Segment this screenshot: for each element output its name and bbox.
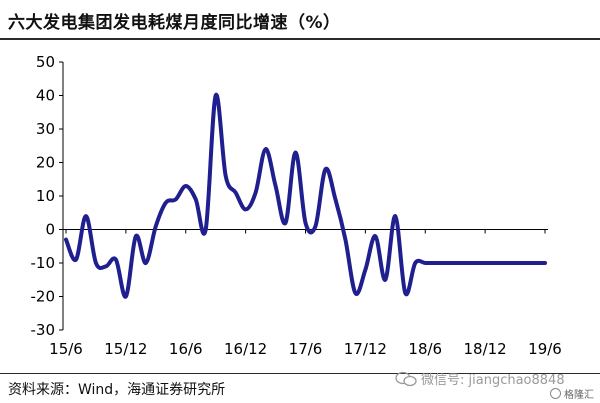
y-tick-label: -10: [31, 254, 56, 272]
x-tick-label: 16/12: [224, 340, 267, 358]
source-note: 资料来源：Wind，海通证券研究所: [8, 382, 226, 398]
y-tick-label: 20: [36, 154, 55, 172]
x-tick-label: 17/6: [289, 340, 323, 358]
y-tick-label: -20: [31, 288, 56, 306]
brand-mark: 格隆汇: [550, 386, 594, 401]
brand-text: 格隆汇: [564, 390, 594, 401]
top-divider: [0, 38, 600, 40]
watermark-text: 微信号: jiangchao8848: [421, 373, 565, 388]
x-tick-label: 19/6: [528, 340, 562, 358]
x-tick-label: 18/12: [464, 340, 507, 358]
y-tick-label: 0: [45, 221, 55, 239]
y-tick-label: 30: [36, 120, 55, 138]
series-line: [64, 93, 547, 299]
watermark: 微信号: jiangchao8848: [395, 369, 565, 388]
bottom-divider: [0, 373, 600, 374]
x-tick-label: 16/6: [169, 340, 203, 358]
x-tick-label: 15/12: [104, 340, 147, 358]
wechat-icon: [395, 371, 417, 386]
title-bar: 六大发电集团发电耗煤月度同比增速（%）: [0, 0, 600, 34]
y-tick-label: -30: [31, 321, 56, 339]
y-tick-label: 40: [36, 87, 55, 105]
y-tick-label: 10: [36, 187, 55, 205]
x-tick-label: 17/12: [344, 340, 387, 358]
x-tick-label: 18/6: [408, 340, 442, 358]
line-chart: -30 -20 -10 0 10 20 30 40 50 15/6 15/12 16/6 16/12 17…: [31, 53, 562, 358]
x-tick-label: 15/6: [49, 340, 83, 358]
gelonghui-logo-icon: [550, 388, 561, 399]
y-tick-label: 50: [36, 53, 55, 71]
chart-title: 六大发电集团发电耗煤月度同比增速（%）: [8, 13, 341, 33]
